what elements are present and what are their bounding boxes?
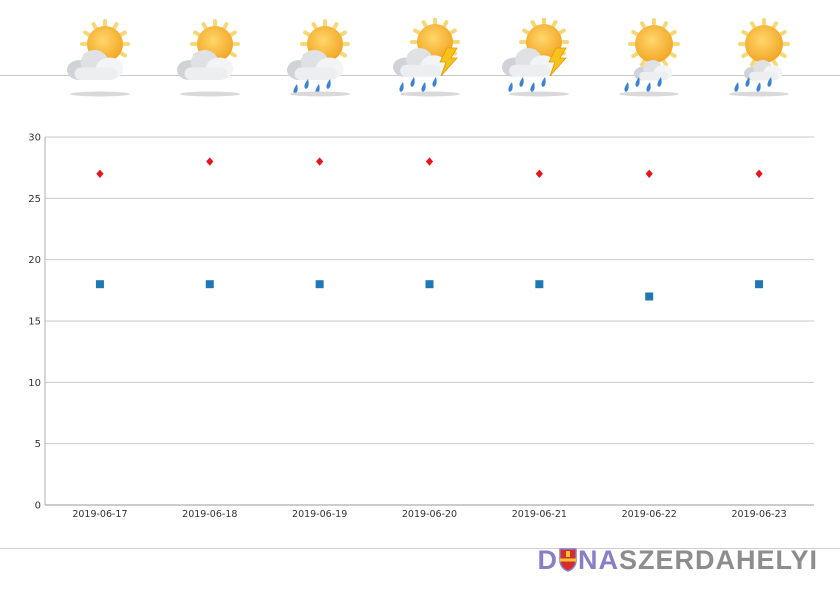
x-tick-label: 2019-06-17 bbox=[72, 509, 127, 520]
high-temp-point bbox=[535, 169, 543, 178]
low-temp-point bbox=[95, 280, 104, 289]
y-tick-label: 20 bbox=[28, 255, 41, 266]
y-tick-label: 0 bbox=[35, 501, 41, 512]
low-temp-point bbox=[205, 280, 214, 289]
temperature-chart: 0 5 10 15 20 25 30 2019-06-17 2019-06-18 2019-06-… bbox=[28, 133, 814, 520]
low-temp-point bbox=[535, 280, 544, 289]
low-temp-point bbox=[315, 280, 324, 289]
high-temp-point bbox=[206, 157, 214, 166]
y-tick-label: 5 bbox=[35, 439, 41, 450]
y-tick-label: 30 bbox=[28, 133, 41, 144]
footer-divider bbox=[0, 548, 840, 549]
coat-of-arms-icon bbox=[559, 548, 577, 572]
high-temp-point bbox=[96, 169, 104, 178]
low-temp-point bbox=[425, 280, 434, 289]
y-tick-label: 10 bbox=[28, 378, 41, 389]
forecast-icon-row bbox=[0, 0, 840, 100]
x-tick-label: 2019-06-20 bbox=[402, 509, 457, 520]
sun-cloud-icon bbox=[55, 18, 145, 100]
x-tick-label: 2019-06-19 bbox=[292, 509, 347, 520]
sun-small-cloud-rain-icon bbox=[604, 18, 694, 100]
high-temp-point bbox=[755, 169, 763, 178]
low-temp-point bbox=[755, 280, 764, 289]
sun-cloud-icon bbox=[165, 18, 255, 100]
low-temp-point bbox=[645, 292, 654, 301]
brand-text-middle: NA bbox=[577, 545, 619, 575]
brand-text-end: SZERDAHELYI bbox=[618, 545, 818, 575]
high-temp-point bbox=[425, 157, 434, 166]
high-temp-point bbox=[316, 157, 324, 166]
sun-small-cloud-rain-icon bbox=[714, 18, 804, 100]
high-temp-point bbox=[645, 169, 653, 178]
sun-cloud-rain-thunder-icon bbox=[385, 18, 475, 100]
sun-cloud-rain-icon bbox=[275, 18, 365, 100]
y-tick-label: 25 bbox=[28, 194, 41, 205]
x-tick-label: 2019-06-22 bbox=[622, 509, 677, 520]
brand-text-start: D bbox=[537, 545, 558, 575]
brand-logo[interactable]: D NASZERDAHELYI bbox=[537, 543, 818, 577]
x-tick-label: 2019-06-23 bbox=[731, 509, 786, 520]
sun-cloud-rain-thunder-icon bbox=[494, 18, 584, 100]
x-tick-label: 2019-06-18 bbox=[182, 509, 237, 520]
x-tick-label: 2019-06-21 bbox=[512, 509, 567, 520]
y-tick-label: 15 bbox=[28, 317, 41, 328]
